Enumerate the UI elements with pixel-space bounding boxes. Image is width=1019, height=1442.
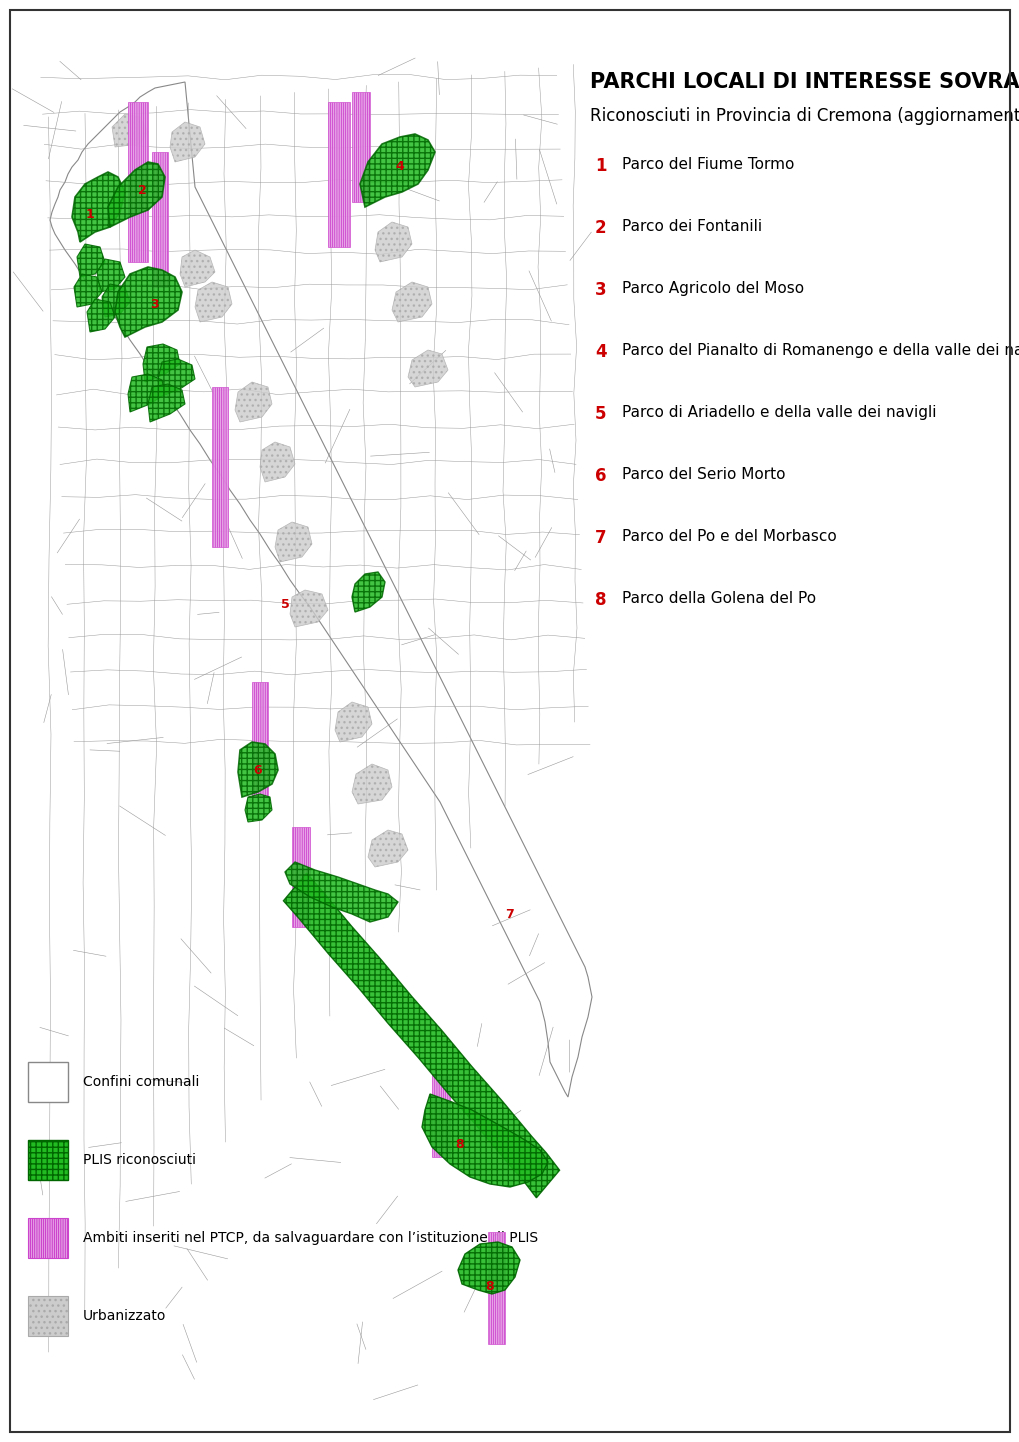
Bar bbox=[28, 1141, 68, 1180]
Text: 8: 8 bbox=[594, 591, 606, 609]
Polygon shape bbox=[237, 743, 278, 797]
Polygon shape bbox=[432, 1074, 449, 1156]
Text: Parco del Serio Morto: Parco del Serio Morto bbox=[622, 467, 785, 482]
Bar bbox=[28, 1061, 68, 1102]
Text: 1: 1 bbox=[86, 208, 95, 221]
Polygon shape bbox=[245, 795, 272, 822]
Polygon shape bbox=[252, 682, 268, 797]
Polygon shape bbox=[195, 283, 231, 322]
Bar bbox=[28, 1218, 68, 1257]
Text: PARCHI LOCALI DI INTERESSE SOVRACOMUNALE: PARCHI LOCALI DI INTERESSE SOVRACOMUNALE bbox=[589, 72, 1019, 92]
Polygon shape bbox=[143, 345, 179, 382]
Text: 7: 7 bbox=[594, 529, 606, 547]
Text: Parco del Po e del Morbasco: Parco del Po e del Morbasco bbox=[622, 529, 836, 544]
Polygon shape bbox=[352, 572, 384, 611]
Text: 3: 3 bbox=[151, 297, 159, 310]
Polygon shape bbox=[391, 283, 432, 322]
Polygon shape bbox=[458, 1242, 520, 1293]
Polygon shape bbox=[275, 522, 312, 562]
Polygon shape bbox=[148, 384, 184, 423]
Text: 5: 5 bbox=[280, 597, 289, 610]
Polygon shape bbox=[328, 102, 350, 247]
Text: Parco della Golena del Po: Parco della Golena del Po bbox=[622, 591, 815, 606]
Text: 2: 2 bbox=[138, 183, 147, 196]
Polygon shape bbox=[152, 151, 168, 287]
Text: 8: 8 bbox=[485, 1280, 494, 1293]
Text: 4: 4 bbox=[395, 160, 404, 173]
Polygon shape bbox=[360, 134, 434, 208]
Text: 2: 2 bbox=[594, 219, 606, 236]
Text: 7: 7 bbox=[505, 907, 514, 920]
Polygon shape bbox=[127, 373, 165, 412]
Polygon shape bbox=[375, 222, 412, 262]
Polygon shape bbox=[102, 284, 129, 317]
Polygon shape bbox=[284, 862, 397, 921]
Text: Parco del Pianalto di Romanengo e della valle dei navigli cremonesi: Parco del Pianalto di Romanengo e della … bbox=[622, 343, 1019, 358]
Polygon shape bbox=[422, 1094, 547, 1187]
Polygon shape bbox=[260, 443, 294, 482]
Polygon shape bbox=[76, 244, 105, 277]
Text: 8: 8 bbox=[455, 1138, 464, 1151]
Polygon shape bbox=[170, 123, 205, 162]
Polygon shape bbox=[283, 874, 559, 1198]
Polygon shape bbox=[291, 828, 310, 927]
Text: 4: 4 bbox=[594, 343, 606, 360]
Text: Parco del Fiume Tormo: Parco del Fiume Tormo bbox=[622, 157, 794, 172]
Text: 5: 5 bbox=[594, 405, 606, 423]
Polygon shape bbox=[352, 92, 370, 202]
Polygon shape bbox=[334, 702, 372, 743]
Bar bbox=[28, 1296, 68, 1335]
Polygon shape bbox=[352, 764, 391, 805]
Polygon shape bbox=[234, 382, 272, 423]
Polygon shape bbox=[87, 298, 115, 332]
Polygon shape bbox=[97, 260, 125, 291]
Polygon shape bbox=[408, 350, 447, 386]
Text: Confini comunali: Confini comunali bbox=[83, 1074, 199, 1089]
Polygon shape bbox=[108, 162, 165, 226]
Polygon shape bbox=[115, 267, 181, 337]
Text: Parco Agricolo del Moso: Parco Agricolo del Moso bbox=[622, 281, 803, 296]
Text: Parco di Ariadello e della valle dei navigli: Parco di Ariadello e della valle dei nav… bbox=[622, 405, 935, 420]
Polygon shape bbox=[112, 114, 148, 147]
Text: 1: 1 bbox=[594, 157, 606, 174]
Text: PLIS riconosciuti: PLIS riconosciuti bbox=[83, 1154, 196, 1167]
Polygon shape bbox=[50, 82, 591, 1097]
Polygon shape bbox=[368, 831, 408, 867]
Polygon shape bbox=[487, 1231, 504, 1344]
Text: 3: 3 bbox=[594, 281, 606, 298]
Polygon shape bbox=[212, 386, 228, 547]
Text: 6: 6 bbox=[254, 763, 262, 776]
Polygon shape bbox=[289, 590, 328, 627]
Text: Ambiti inseriti nel PTCP, da salvaguardare con l’istituzione di PLIS: Ambiti inseriti nel PTCP, da salvaguarda… bbox=[83, 1231, 538, 1244]
Polygon shape bbox=[127, 102, 148, 262]
Polygon shape bbox=[179, 249, 215, 287]
Polygon shape bbox=[72, 172, 125, 242]
Text: Urbanizzato: Urbanizzato bbox=[83, 1309, 166, 1322]
Text: Parco dei Fontanili: Parco dei Fontanili bbox=[622, 219, 761, 234]
Polygon shape bbox=[74, 274, 102, 307]
Text: 6: 6 bbox=[594, 467, 606, 485]
Text: Riconosciuti in Provincia di Cremona (aggiornamento novembre 2016): Riconosciuti in Provincia di Cremona (ag… bbox=[589, 107, 1019, 125]
Polygon shape bbox=[158, 359, 195, 397]
